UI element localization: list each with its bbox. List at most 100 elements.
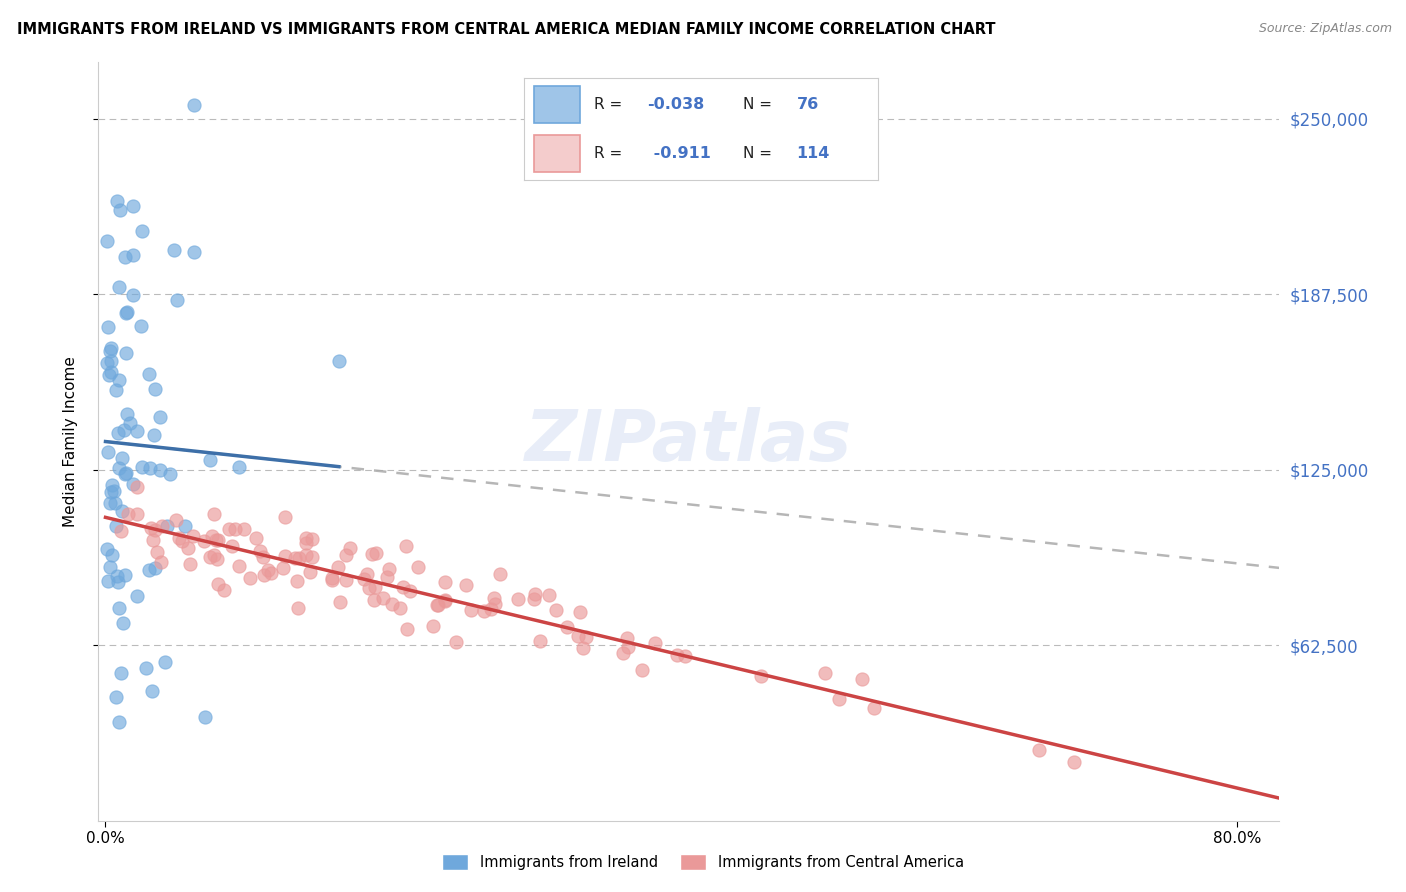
Point [298,565,321,579]
Point [120,416,142,430]
Point [274,549,297,563]
Point [381,597,404,611]
Point [172,534,194,549]
Point [179,557,201,571]
Point [205,533,228,547]
Point [107,373,129,387]
Point [138,563,160,577]
Point [252,549,274,564]
Point [224,522,246,536]
Point [100,354,122,368]
Point [326,559,349,574]
Point [98,496,121,510]
Point [538,588,561,602]
Point [127,480,149,494]
Point [616,632,638,646]
Point [194,709,217,723]
Point [166,293,188,307]
Point [544,603,567,617]
Point [125,507,148,521]
Point [555,619,578,633]
Point [97,319,120,334]
Point [207,533,229,548]
Point [111,615,134,630]
Point [567,629,589,643]
Point [488,566,510,581]
Point [666,648,689,663]
Point [479,601,502,615]
Point [364,546,387,560]
Point [105,569,128,583]
Point [484,598,506,612]
Y-axis label: Median Family Income: Median Family Income [63,356,77,527]
Point [142,533,165,548]
Point [110,504,132,518]
Point [295,549,318,563]
Point [523,591,546,606]
Point [202,548,225,562]
Point [394,539,416,553]
Point [148,409,170,424]
Point [122,199,145,213]
Point [100,560,122,574]
Point [454,578,477,592]
Point [434,593,457,607]
Point [115,305,138,319]
Point [159,467,181,482]
Point [862,701,884,715]
Point [406,560,429,574]
Point [356,567,378,582]
Point [131,224,153,238]
Point [155,655,177,669]
Point [260,566,283,580]
Point [97,574,120,588]
Point [104,496,127,510]
Point [644,636,666,650]
Point [568,605,591,619]
Point [139,521,162,535]
Point [108,202,131,217]
Point [115,306,138,320]
Point [371,591,394,606]
Point [108,461,131,475]
Point [253,567,276,582]
Point [212,583,235,598]
Point [335,549,357,563]
Point [122,477,145,491]
Point [114,345,136,359]
Point [378,562,401,576]
Point [139,461,162,475]
Point [181,529,204,543]
Point [149,463,172,477]
Point [125,589,148,603]
Point [617,640,640,655]
Point [122,287,145,301]
Point [221,539,243,553]
Point [301,533,323,547]
Point [198,452,221,467]
Point [110,524,132,538]
Point [183,97,205,112]
Point [111,450,134,465]
Point [114,250,136,264]
Point [233,522,256,536]
Point [174,519,197,533]
Point [287,601,309,615]
Point [115,407,138,421]
Point [96,356,118,370]
Point [97,368,120,382]
Point [201,529,224,543]
Point [167,532,190,546]
Point [399,584,422,599]
Point [205,552,228,566]
Point [105,519,128,533]
Point [143,428,166,442]
Point [202,508,225,522]
Point [146,545,169,559]
Point [143,382,166,396]
Point [295,531,318,545]
Point [183,245,205,260]
Point [117,507,139,521]
Point [363,593,385,607]
Point [360,548,382,562]
